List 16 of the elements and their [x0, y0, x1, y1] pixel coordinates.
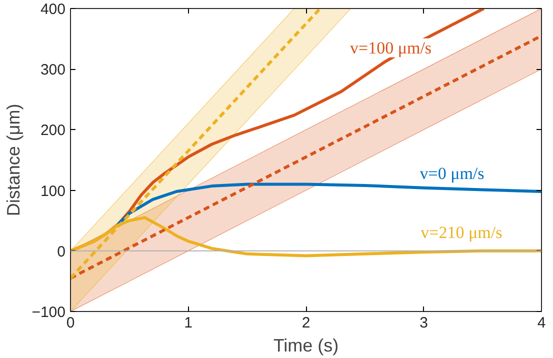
y-tick-label: −100: [32, 304, 66, 321]
x-tick-label: 2: [302, 314, 310, 332]
y-tick-label: 200: [40, 122, 66, 140]
y-tick-label: 100: [40, 182, 66, 200]
series-label: v=100 μm/s: [350, 38, 432, 58]
y-axis-title: Distance (μm): [4, 104, 24, 216]
x-tick-label: 4: [537, 314, 546, 332]
series-label: v=0 μm/s: [420, 164, 484, 184]
line-series: [116, 182, 542, 226]
series-label: v=210 μm/s: [420, 223, 502, 242]
y-tick-label: 300: [40, 62, 66, 79]
x-tick-label: 3: [420, 314, 428, 332]
x-tick-label: 1: [184, 314, 192, 332]
x-axis-title: Time (s): [273, 336, 339, 356]
y-tick-label: 0: [57, 243, 66, 260]
y-tick-label: 400: [40, 1, 66, 18]
